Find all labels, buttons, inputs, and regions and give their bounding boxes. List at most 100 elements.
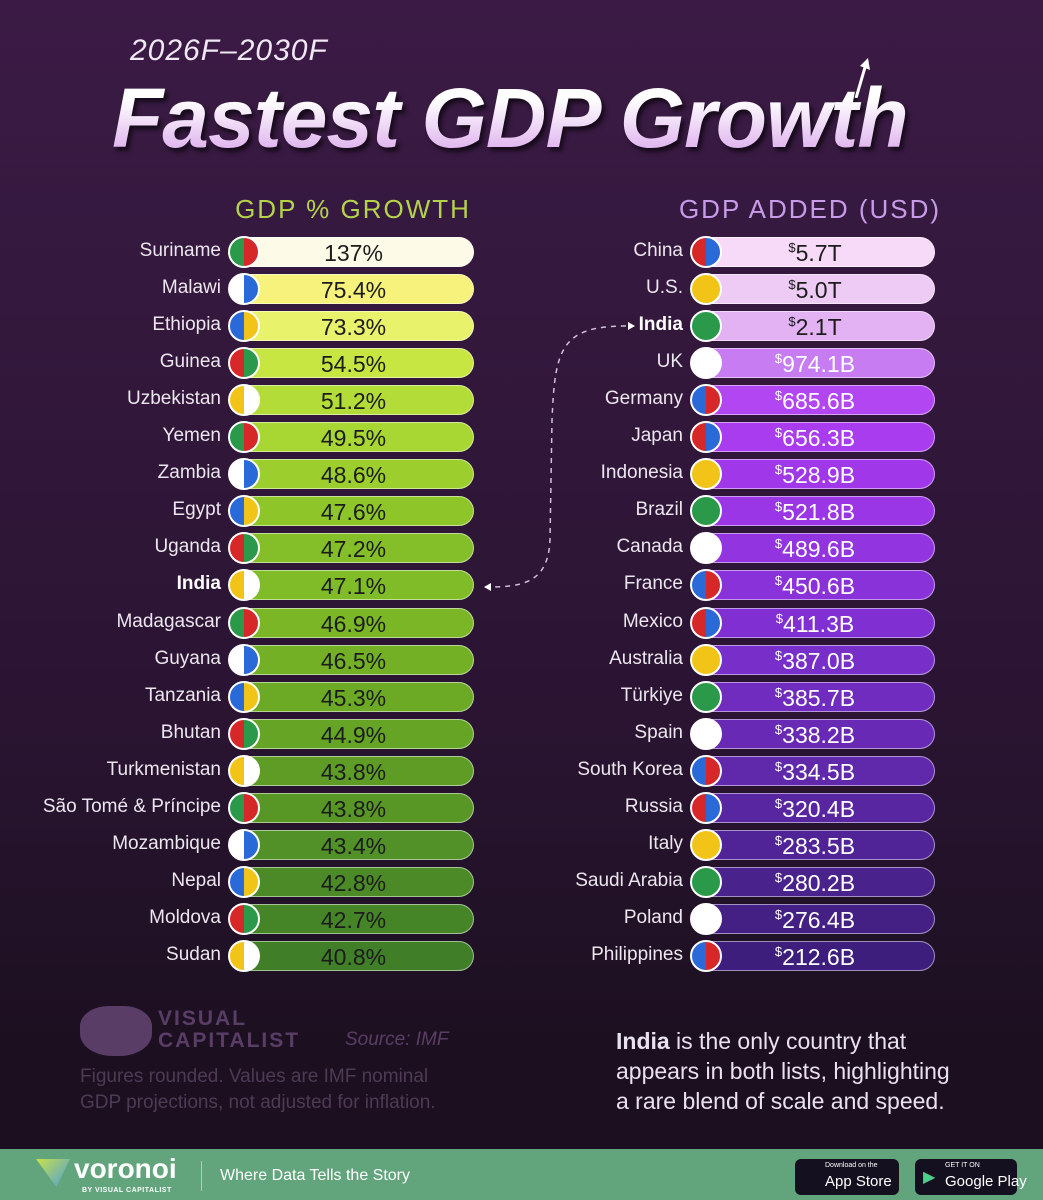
country-label: Yemen xyxy=(162,425,221,447)
value-label: $450.6B xyxy=(696,573,934,600)
value-text: 75.4% xyxy=(320,277,387,304)
country-label: South Korea xyxy=(577,758,683,780)
flag-icon xyxy=(228,347,260,380)
country-label: Suriname xyxy=(139,240,221,261)
value-bar: $5.7T xyxy=(695,237,935,267)
google-play-button[interactable]: ▶ GET IT ON Google Play xyxy=(915,1159,1027,1195)
table-row: 47.6% Egypt xyxy=(172,495,474,528)
country-label: Egypt xyxy=(172,499,221,521)
table-row: $411.3B Mexico xyxy=(623,606,935,639)
app-store-small: Download on the xyxy=(825,1162,878,1169)
country-label: Tanzania xyxy=(144,684,221,706)
country-label: Australia xyxy=(609,647,683,669)
table-row: 42.8% Nepal xyxy=(171,865,474,898)
india-bold: India xyxy=(616,1028,670,1054)
table-row: 43.8% Turkmenistan xyxy=(107,754,474,787)
table-row: $387.0B Australia xyxy=(609,643,935,676)
country-label: Poland xyxy=(623,906,683,928)
country-label: UK xyxy=(656,351,683,373)
country-label: Brazil xyxy=(635,499,683,521)
value-text: 47.2% xyxy=(320,536,387,563)
value-bar: $656.3B xyxy=(695,422,935,453)
currency-symbol: $ xyxy=(774,462,783,478)
currency-symbol: $ xyxy=(788,314,796,330)
brand-text: VISUAL CAPITALIST xyxy=(158,1007,301,1052)
value-text: 47.1% xyxy=(320,573,387,600)
value-text: 385.7B xyxy=(782,684,856,711)
value-bar: 44.9% xyxy=(233,718,474,749)
table-row: $489.6B Canada xyxy=(616,532,935,565)
flag-icon xyxy=(228,273,260,306)
country-label: Germany xyxy=(604,388,683,410)
value-text: 283.5B xyxy=(782,832,856,859)
value-label: 73.3% xyxy=(234,314,473,341)
currency-symbol: $ xyxy=(774,943,783,959)
value-text: 387.0B xyxy=(782,647,856,674)
country-label: Zambia xyxy=(157,462,221,484)
value-bar: $338.2B xyxy=(695,718,935,749)
flag-icon xyxy=(690,902,722,935)
flag-icon xyxy=(228,754,260,787)
divider xyxy=(201,1161,202,1191)
flag-icon xyxy=(690,532,722,565)
value-label: 137% xyxy=(234,240,473,267)
country-label: Mexico xyxy=(622,610,683,632)
value-text: 528.9B xyxy=(782,462,856,489)
value-label: $656.3B xyxy=(696,425,934,452)
value-bar: 47.2% xyxy=(233,533,474,564)
value-bar: 73.3% xyxy=(233,311,474,342)
table-row: 54.5% Guinea xyxy=(160,347,474,380)
value-text: 46.9% xyxy=(320,610,387,637)
flag-icon xyxy=(690,606,722,639)
value-text: 45.3% xyxy=(320,684,387,711)
currency-symbol: $ xyxy=(774,499,783,515)
table-row: $283.5B Italy xyxy=(648,828,935,861)
value-label: $5.7T xyxy=(696,240,934,267)
flag-icon xyxy=(228,902,260,935)
app-store-button[interactable]: Download on the App Store xyxy=(795,1159,899,1195)
value-text: 656.3B xyxy=(782,425,856,452)
country-label: Guinea xyxy=(159,351,221,373)
value-text: 5.7T xyxy=(795,240,842,266)
value-bar: 43.4% xyxy=(233,829,474,860)
value-bar: $320.4B xyxy=(695,792,935,823)
country-label: Madagascar xyxy=(116,610,221,632)
country-label: Italy xyxy=(648,832,683,854)
value-label: $338.2B xyxy=(696,722,934,749)
google-label: Google Play xyxy=(945,1173,1027,1190)
value-bar: 45.3% xyxy=(233,681,474,712)
flag-icon xyxy=(228,569,260,602)
flag-icon xyxy=(690,236,722,268)
flag-icon xyxy=(228,532,260,565)
value-text: 212.6B xyxy=(782,943,856,970)
value-bar: $387.0B xyxy=(695,644,935,675)
currency-symbol: $ xyxy=(774,573,783,589)
table-row: $385.7B Türkiye xyxy=(621,680,935,713)
flag-icon xyxy=(690,939,722,972)
value-label: $5.0T xyxy=(696,277,934,304)
table-row: 73.3% Ethiopia xyxy=(152,310,474,343)
value-bar: $974.1B xyxy=(695,348,935,379)
flag-icon xyxy=(228,680,260,713)
flag-icon xyxy=(690,384,722,417)
flag-icon xyxy=(690,791,722,824)
play-icon: ▶ xyxy=(923,1169,936,1186)
table-row: $521.8B Brazil xyxy=(635,495,935,528)
table-row: 43.8% São Tomé & Príncipe xyxy=(43,791,474,824)
value-label: 43.8% xyxy=(234,759,473,786)
currency-symbol: $ xyxy=(774,795,783,811)
country-label: France xyxy=(623,573,683,595)
flag-icon xyxy=(228,717,260,750)
value-text: 47.6% xyxy=(320,499,387,526)
value-bar: 43.8% xyxy=(233,792,474,823)
value-label: $276.4B xyxy=(696,907,934,934)
value-text: 2.1T xyxy=(795,314,842,341)
flag-icon xyxy=(228,458,260,491)
flag-icon xyxy=(690,865,722,898)
table-row: 40.8% Sudan xyxy=(166,939,474,972)
value-bar: 51.2% xyxy=(233,385,474,416)
value-label: $334.5B xyxy=(696,759,934,786)
flag-icon xyxy=(228,384,260,417)
value-bar: 40.8% xyxy=(233,940,474,971)
country-label: Malawi xyxy=(161,277,221,299)
